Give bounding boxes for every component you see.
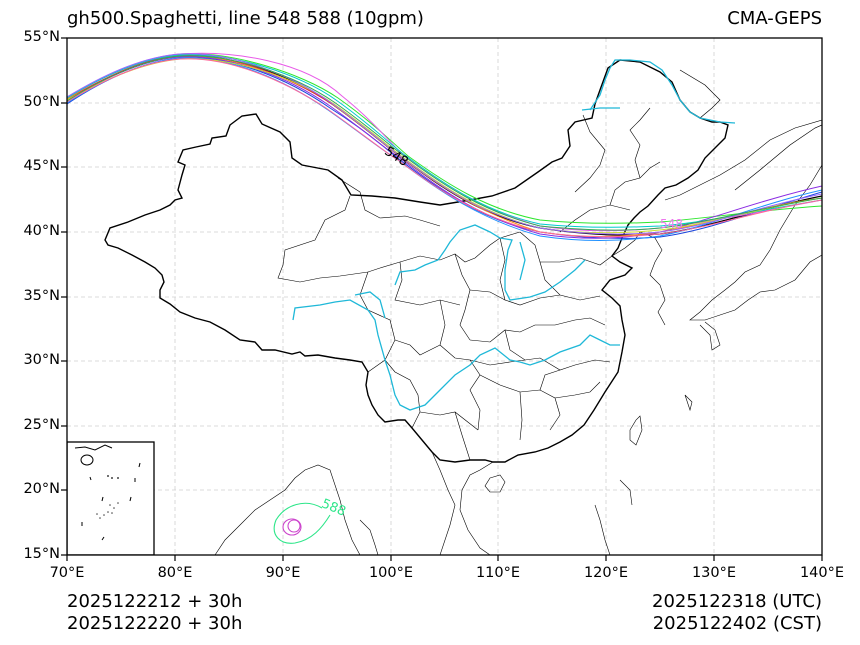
x-tick-90e: 90°E [265, 565, 301, 581]
gridlines [67, 38, 822, 555]
model-name: CMA-GEPS [727, 8, 822, 29]
rivers [292, 59, 736, 411]
y-tick-45n: 45°N [23, 158, 60, 174]
chart-title: gh500.Spaghetti, line 548 588 (10gpm) [67, 8, 424, 29]
coastlines [214, 119, 822, 555]
spaghetti-548 [67, 52, 822, 241]
x-tick-140e: 140°E [799, 565, 845, 581]
x-tick-100e: 100°E [368, 565, 414, 581]
x-tick-110e: 110°E [475, 565, 521, 581]
y-tick-25n: 25°N [23, 417, 60, 433]
y-tick-35n: 35°N [23, 288, 60, 304]
x-tick-130e: 130°E [691, 565, 737, 581]
valid-time-cst: 2025122402 (CST) [652, 613, 822, 634]
x-tick-80e: 80°E [157, 565, 193, 581]
label-588: 588 [319, 496, 348, 519]
x-tick-70e: 70°E [49, 565, 85, 581]
y-tick-15n: 15°N [23, 546, 60, 562]
plot-frame [66, 37, 823, 556]
init-time-2: 2025122220 + 30h [67, 613, 243, 634]
valid-times: 2025122318 (UTC) 2025122402 (CST) [652, 591, 822, 635]
contour-588 [273, 502, 331, 544]
china-border [104, 59, 729, 463]
y-tick-20n: 20°N [23, 481, 60, 497]
init-time-1: 2025122212 + 30h [67, 591, 243, 612]
label-548-pink: 548 [660, 217, 683, 231]
y-tick-55n: 55°N [23, 29, 60, 45]
contour-labels: 548 548 588 [319, 144, 683, 520]
valid-time-utc: 2025122318 (UTC) [652, 591, 822, 612]
init-times: 2025122212 + 30h 2025122220 + 30h [67, 591, 242, 635]
south-china-sea-inset [67, 441, 155, 555]
x-tick-120e: 120°E [583, 565, 629, 581]
y-tick-30n: 30°N [23, 352, 60, 368]
province-borders [277, 107, 661, 461]
y-tick-50n: 50°N [23, 94, 60, 110]
y-tick-40n: 40°N [23, 223, 60, 239]
